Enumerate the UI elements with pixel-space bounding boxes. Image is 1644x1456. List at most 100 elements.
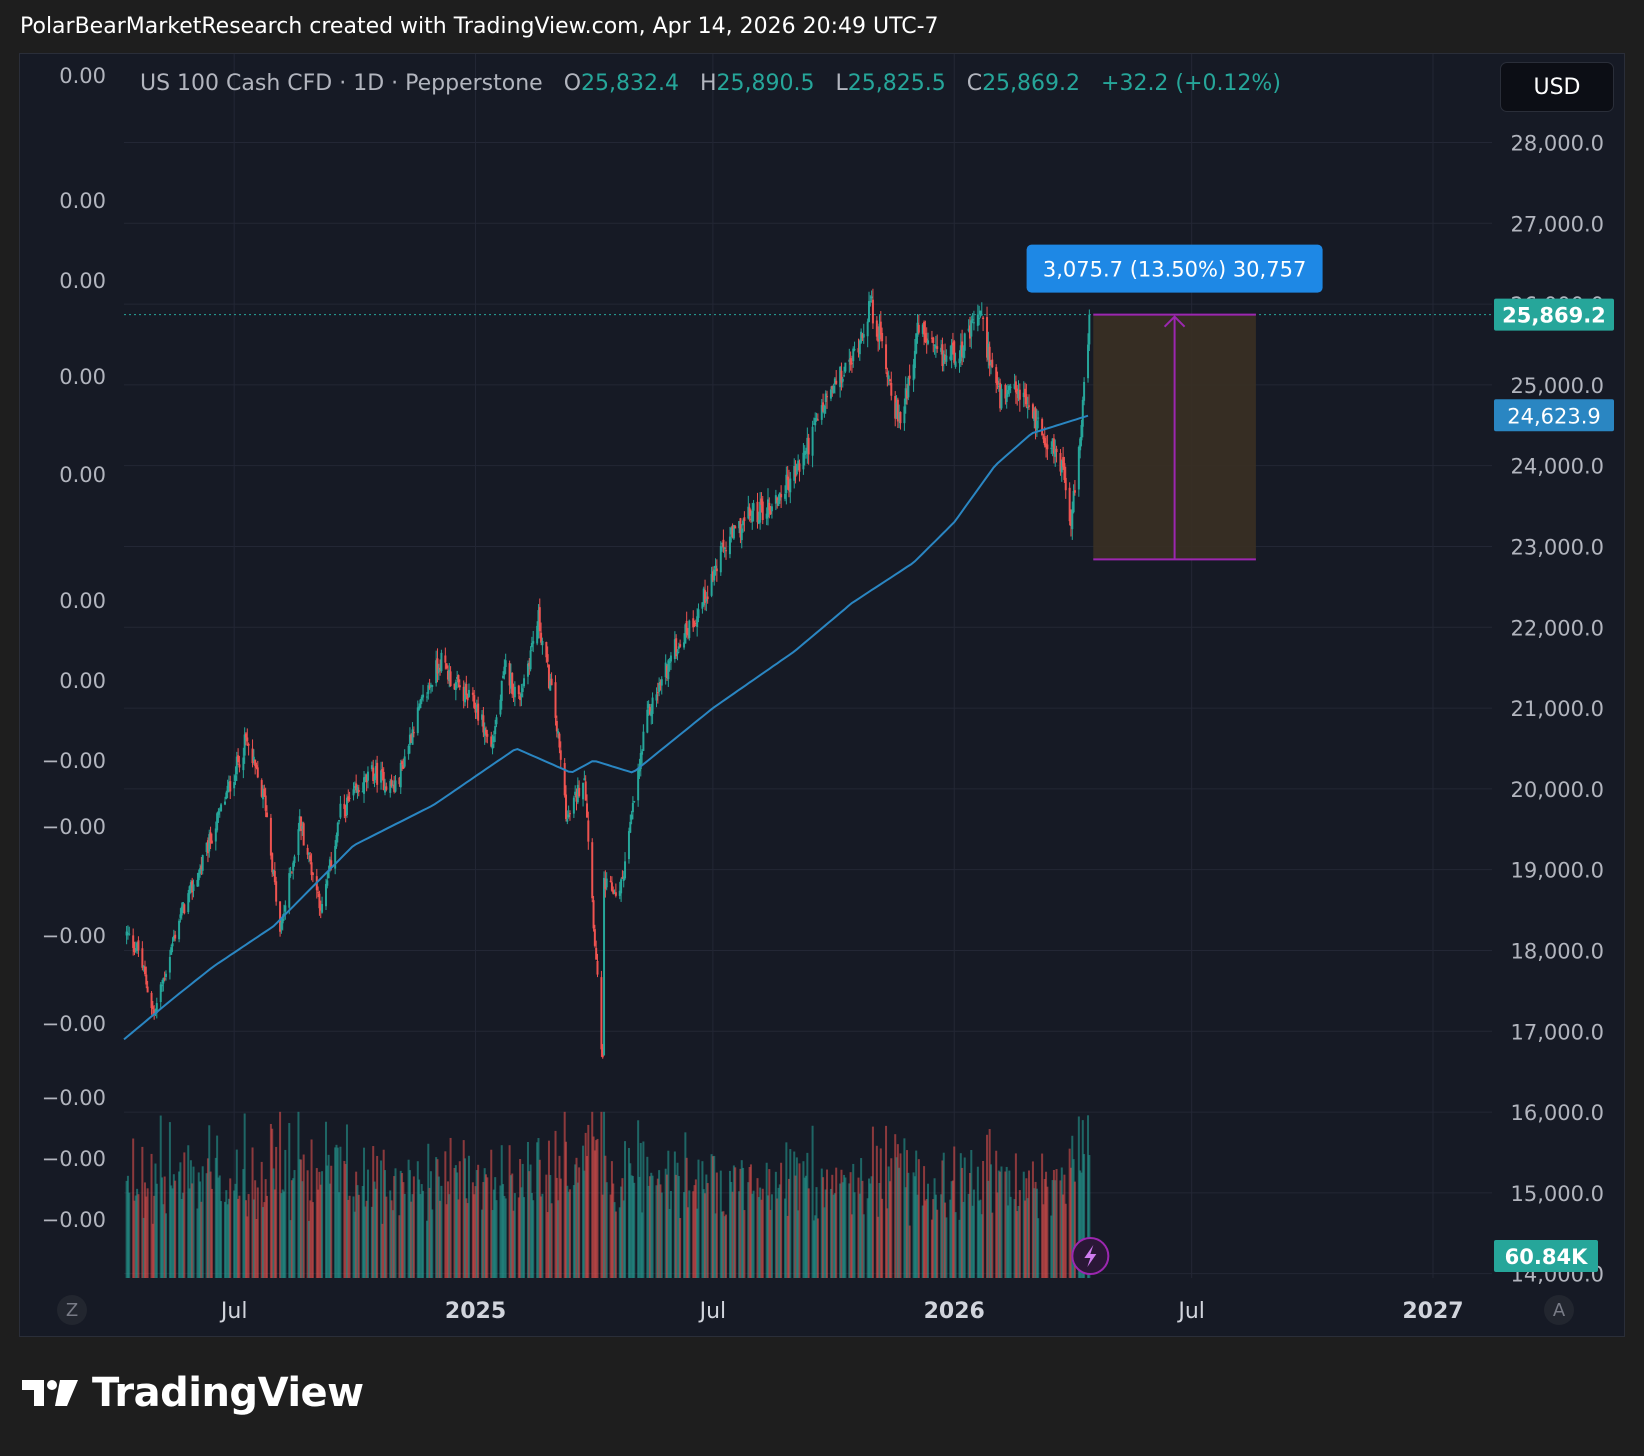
volume-bar <box>787 1178 790 1278</box>
volume-bar <box>520 1187 523 1278</box>
volume-bar <box>408 1170 411 1278</box>
symbol-legend[interactable]: US 100 Cash CFD · 1D · Pepperstone O25,8… <box>140 71 1281 96</box>
candle-body <box>528 662 531 667</box>
volume-bar <box>621 1178 624 1278</box>
volume-bar <box>334 1147 337 1278</box>
volume-bar <box>474 1186 477 1278</box>
volume-bar <box>364 1206 367 1278</box>
candle-body <box>178 920 181 940</box>
candle-body <box>609 880 612 882</box>
candle-body <box>210 840 213 844</box>
volume-bar <box>1068 1148 1071 1278</box>
volume-bar <box>822 1177 825 1278</box>
candle-body <box>925 338 928 343</box>
volume-bar <box>959 1153 962 1278</box>
candle-body <box>692 618 695 628</box>
volume-bar <box>793 1151 796 1278</box>
candle-body <box>435 660 438 684</box>
candle-body <box>624 861 627 879</box>
candle-body <box>425 696 428 698</box>
measure-label-box[interactable] <box>1026 244 1323 293</box>
volume-bar <box>704 1193 707 1278</box>
volume-bar <box>393 1176 396 1278</box>
candle-body <box>916 322 919 337</box>
candle-body <box>504 660 507 667</box>
candle-body <box>927 340 930 344</box>
volume-bar <box>930 1219 933 1278</box>
candle-body <box>1077 446 1080 490</box>
candle-body <box>390 779 393 787</box>
volume-bar <box>238 1195 241 1278</box>
candle-body <box>327 872 330 879</box>
candle-body <box>936 346 939 349</box>
volume-bar <box>508 1145 511 1278</box>
candle-body <box>490 736 493 747</box>
candle-body <box>566 819 569 822</box>
volume-bar <box>216 1135 219 1278</box>
candle-body <box>714 565 717 569</box>
volume-bar <box>999 1171 1002 1278</box>
candle-body <box>217 811 220 815</box>
candle-body <box>530 642 533 648</box>
candle-body <box>196 879 199 887</box>
candle-body <box>170 947 173 955</box>
volume-bar <box>907 1172 910 1278</box>
volume-bar <box>646 1156 649 1278</box>
candle-body <box>666 665 669 679</box>
volume-bar <box>540 1196 543 1278</box>
left-scale-label: −0.00 <box>42 1012 106 1036</box>
volume-bar <box>630 1175 633 1278</box>
volume-bar <box>692 1191 695 1278</box>
candle-body <box>338 820 341 822</box>
candle-body <box>941 344 944 367</box>
volume-bar <box>482 1182 485 1278</box>
volume-bar <box>603 1111 606 1278</box>
volume-bar <box>777 1187 780 1278</box>
volume-bar <box>1087 1115 1090 1278</box>
volume-bar <box>523 1197 526 1278</box>
volume-bar <box>280 1193 283 1278</box>
volume-bar <box>1069 1167 1072 1278</box>
volume-bar <box>168 1122 171 1278</box>
candle-body <box>575 793 578 802</box>
candle-body <box>567 814 570 818</box>
auto-scale-button[interactable]: A <box>1544 1295 1574 1325</box>
candle-body <box>486 733 489 737</box>
candle-body <box>769 509 772 515</box>
volume-bar <box>857 1177 860 1278</box>
candle-body <box>711 571 714 581</box>
volume-bar <box>301 1181 304 1278</box>
volume-bar <box>422 1190 425 1278</box>
volume-bar <box>394 1168 397 1278</box>
y-tick-label: 25,000.0 <box>1510 374 1604 398</box>
candle-body <box>1051 438 1054 447</box>
candle-body <box>693 624 696 626</box>
volume-bar <box>191 1183 194 1278</box>
currency-button[interactable]: USD <box>1500 62 1614 112</box>
candle-body <box>867 301 870 322</box>
candle-body <box>596 960 599 975</box>
legend-high-value: 25,890.5 <box>716 71 815 96</box>
candle-body <box>366 771 369 781</box>
volume-bar <box>820 1168 823 1278</box>
volume-bar <box>1018 1190 1021 1278</box>
volume-bar <box>600 1111 603 1278</box>
candle-body <box>621 876 624 879</box>
zoom-reset-button[interactable]: Z <box>57 1295 87 1325</box>
candle-body <box>439 667 442 670</box>
tradingview-logo[interactable]: TradingView <box>22 1370 364 1416</box>
candle-body <box>940 347 943 352</box>
candle-body <box>1004 384 1007 399</box>
left-scale-label: −0.00 <box>42 749 106 773</box>
chart-panel[interactable] <box>19 53 1625 1337</box>
candle-body <box>949 356 952 360</box>
candle-body <box>427 685 430 694</box>
candle-body <box>904 388 907 405</box>
candle-body <box>1054 448 1057 457</box>
candle-body <box>477 703 480 721</box>
candle-body <box>402 764 405 769</box>
volume-bar <box>227 1198 230 1278</box>
candle-body <box>465 684 468 695</box>
candle-body <box>638 767 641 772</box>
